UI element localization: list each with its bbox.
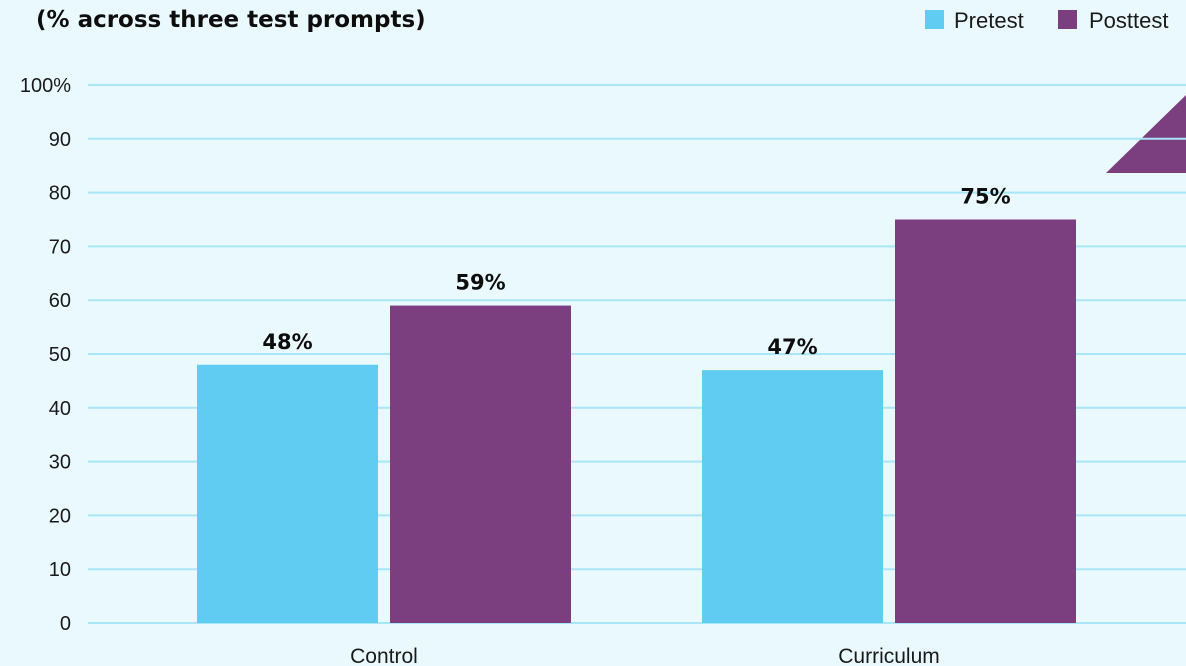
y-tick-label-10: 10 — [49, 559, 71, 581]
legend-label-pretest: Pretest — [954, 8, 1024, 33]
corner-accent-triangle — [1106, 95, 1186, 173]
y-axis-ticks: 0 10 20 30 40 50 60 70 80 90 100% — [20, 75, 71, 635]
bar-curriculum-posttest — [895, 219, 1076, 623]
y-tick-label-40: 40 — [49, 398, 71, 420]
y-tick-label-60: 60 — [49, 290, 71, 312]
y-tick-label-100: 100% — [20, 75, 71, 97]
data-label-control-pretest: 48% — [262, 330, 312, 354]
y-tick-label-0: 0 — [60, 613, 71, 635]
y-tick-label-50: 50 — [49, 344, 71, 366]
bars — [197, 219, 1076, 623]
data-label-curriculum-pretest: 47% — [767, 335, 817, 359]
bar-control-posttest — [390, 305, 571, 623]
bar-curriculum-pretest — [702, 370, 883, 623]
data-labels: 48% 59% 47% 75% — [262, 185, 1010, 360]
legend-swatch-posttest — [1058, 10, 1077, 29]
chart-subtitle: (% across three test prompts) — [36, 7, 426, 33]
bar-control-pretest — [197, 364, 378, 623]
y-tick-label-80: 80 — [49, 183, 71, 205]
data-label-control-posttest: 59% — [455, 271, 505, 295]
legend-swatch-pretest — [925, 10, 944, 29]
legend-label-posttest: Posttest — [1089, 8, 1168, 33]
y-tick-label-30: 30 — [49, 452, 71, 474]
x-category-control: Control — [350, 645, 418, 666]
data-label-curriculum-posttest: 75% — [960, 185, 1010, 209]
legend: Pretest Posttest — [925, 8, 1168, 33]
x-category-curriculum: Curriculum — [838, 645, 940, 666]
x-axis-categories: Control Curriculum — [350, 645, 940, 666]
y-tick-label-90: 90 — [49, 129, 71, 151]
y-tick-label-20: 20 — [49, 505, 71, 527]
y-tick-label-70: 70 — [49, 236, 71, 258]
